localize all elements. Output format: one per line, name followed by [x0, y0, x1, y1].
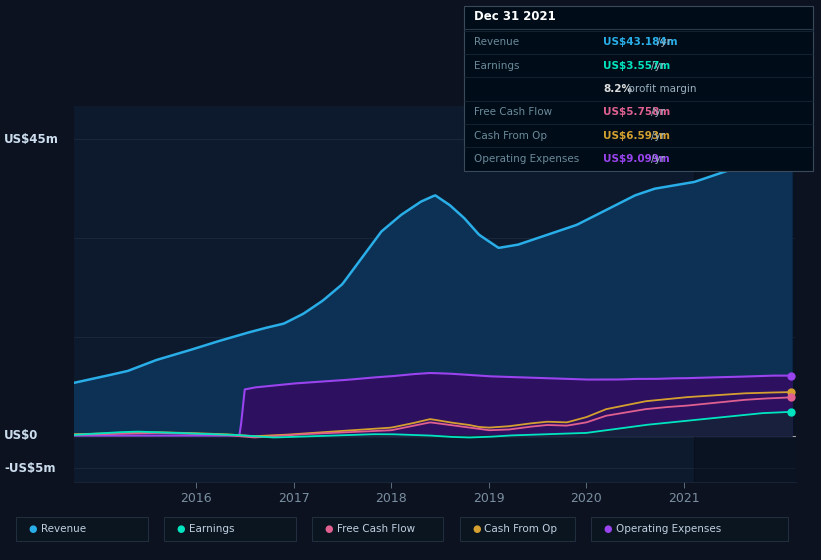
Text: Operating Expenses: Operating Expenses — [474, 154, 579, 164]
Text: /yr: /yr — [657, 38, 671, 48]
Text: /yr: /yr — [652, 154, 666, 164]
Bar — [694, 106, 796, 482]
Text: ●: ● — [472, 524, 480, 534]
Text: Earnings: Earnings — [189, 524, 234, 534]
Text: Free Cash Flow: Free Cash Flow — [474, 108, 552, 118]
Text: /yr: /yr — [652, 108, 666, 118]
Text: US$45m: US$45m — [4, 133, 59, 146]
Text: US$3.557m: US$3.557m — [603, 61, 671, 71]
Text: ●: ● — [603, 524, 612, 534]
Text: Revenue: Revenue — [474, 38, 519, 48]
Text: Earnings: Earnings — [474, 61, 519, 71]
Text: US$9.099m: US$9.099m — [603, 154, 670, 164]
Text: ●: ● — [29, 524, 37, 534]
Text: /yr: /yr — [652, 131, 666, 141]
Text: /yr: /yr — [652, 61, 666, 71]
Text: Cash From Op: Cash From Op — [474, 131, 547, 141]
Text: US$6.593m: US$6.593m — [603, 131, 671, 141]
Text: Cash From Op: Cash From Op — [484, 524, 557, 534]
Text: US$43.184m: US$43.184m — [603, 38, 678, 48]
Text: US$5.758m: US$5.758m — [603, 108, 671, 118]
Text: ●: ● — [324, 524, 333, 534]
Text: Operating Expenses: Operating Expenses — [616, 524, 721, 534]
Text: Revenue: Revenue — [41, 524, 86, 534]
Text: profit margin: profit margin — [625, 84, 696, 94]
Text: ●: ● — [177, 524, 185, 534]
Text: Dec 31 2021: Dec 31 2021 — [474, 10, 556, 23]
Text: 8.2%: 8.2% — [603, 84, 632, 94]
Text: US$0: US$0 — [4, 429, 39, 442]
Text: -US$5m: -US$5m — [4, 462, 56, 475]
Text: Free Cash Flow: Free Cash Flow — [337, 524, 415, 534]
